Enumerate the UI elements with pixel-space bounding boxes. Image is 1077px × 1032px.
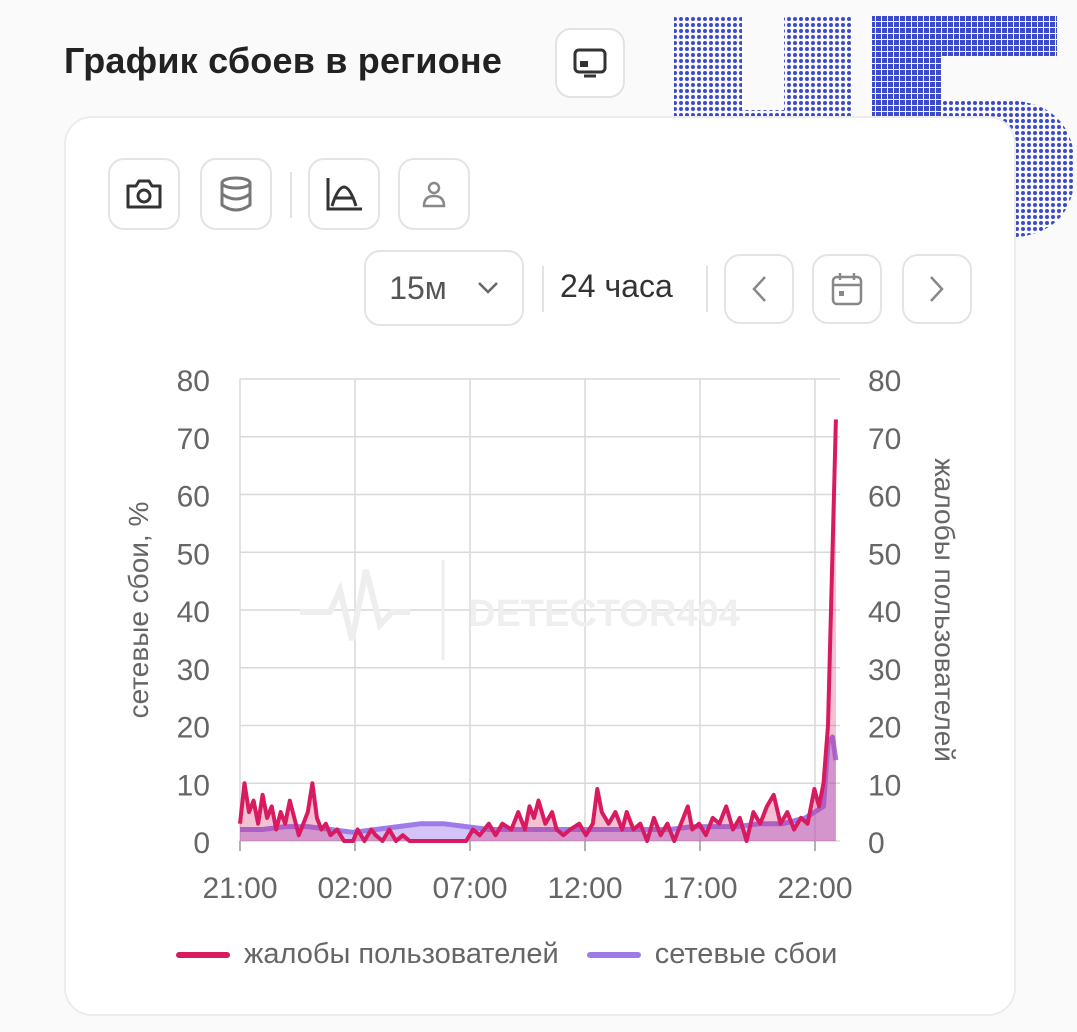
y-left-axis-label: сетевые сбои, % bbox=[123, 502, 154, 719]
y-left-tick-label: 70 bbox=[177, 423, 210, 456]
legend-swatch-complaints bbox=[176, 951, 230, 958]
range-divider-right bbox=[706, 266, 708, 312]
y-right-tick-label: 30 bbox=[868, 654, 901, 687]
y-left-tick-label: 30 bbox=[177, 654, 210, 687]
chart-card: 15м 24 часа жалобы пользователей bbox=[64, 116, 1016, 1016]
x-tick-label: 21:00 bbox=[202, 872, 277, 905]
y-left-tick-label: 50 bbox=[177, 538, 210, 571]
y-left-tick-label: 20 bbox=[177, 712, 210, 745]
monitor-view-button[interactable] bbox=[555, 28, 625, 98]
chart-type-button[interactable] bbox=[308, 158, 380, 230]
period-value: 15м bbox=[389, 269, 447, 306]
x-tick-label: 17:00 bbox=[662, 872, 737, 905]
y-right-tick-label: 60 bbox=[868, 481, 901, 514]
y-right-tick-label: 70 bbox=[868, 423, 901, 456]
legend-item-complaints[interactable]: жалобы пользователей bbox=[176, 938, 559, 971]
x-tick-label: 07:00 bbox=[432, 872, 507, 905]
user-button[interactable] bbox=[398, 158, 470, 230]
y-right-tick-label: 0 bbox=[868, 827, 885, 860]
database-icon bbox=[220, 176, 252, 212]
toolbar-divider bbox=[290, 172, 292, 218]
x-tick-label: 02:00 bbox=[317, 872, 392, 905]
data-button[interactable] bbox=[200, 158, 272, 230]
calendar-icon bbox=[831, 273, 863, 306]
page-title: График сбоев в регионе bbox=[64, 40, 503, 81]
screenshot-button[interactable] bbox=[108, 158, 180, 230]
y-left-tick-label: 60 bbox=[177, 481, 210, 514]
next-period-button[interactable] bbox=[902, 254, 972, 324]
range-divider-left bbox=[542, 266, 544, 312]
camera-icon bbox=[126, 179, 162, 209]
legend-swatch-outages bbox=[586, 951, 641, 958]
y-left-tick-label: 0 bbox=[193, 827, 210, 860]
range-label[interactable]: 24 часа bbox=[560, 268, 673, 304]
x-tick-label: 12:00 bbox=[547, 872, 622, 905]
y-left-tick-label: 40 bbox=[177, 596, 210, 629]
x-tick-label: 22:00 bbox=[777, 872, 852, 905]
monitor-icon bbox=[573, 48, 607, 78]
prev-period-button[interactable] bbox=[724, 254, 794, 324]
legend-item-outages[interactable]: сетевые сбои bbox=[586, 938, 838, 971]
curve-icon bbox=[326, 178, 362, 211]
watermark-pulse-icon bbox=[300, 569, 410, 641]
chart-legend: жалобы пользователей сетевые сбои bbox=[176, 938, 837, 971]
legend-label-outages: сетевые сбои bbox=[654, 938, 838, 970]
y-right-axis-label: жалобы пользователей bbox=[929, 458, 960, 762]
chevron-right-icon bbox=[930, 276, 944, 302]
y-left-tick-label: 10 bbox=[177, 769, 210, 802]
y-right-tick-label: 10 bbox=[868, 769, 901, 802]
user-icon bbox=[422, 181, 446, 208]
period-select[interactable]: 15м bbox=[364, 250, 524, 326]
y-right-tick-label: 20 bbox=[868, 712, 901, 745]
y-left-tick-label: 80 bbox=[177, 365, 210, 398]
chevron-left-icon bbox=[752, 276, 766, 302]
series-line-complaints bbox=[238, 419, 838, 843]
y-right-tick-label: 80 bbox=[868, 365, 901, 398]
chevron-down-icon bbox=[477, 282, 498, 294]
chart-watermark: DETECTOR404 bbox=[468, 593, 740, 635]
y-right-tick-label: 40 bbox=[868, 596, 901, 629]
legend-label-complaints: жалобы пользователей bbox=[244, 938, 559, 970]
y-right-tick-label: 50 bbox=[868, 538, 901, 571]
calendar-button[interactable] bbox=[812, 254, 882, 324]
